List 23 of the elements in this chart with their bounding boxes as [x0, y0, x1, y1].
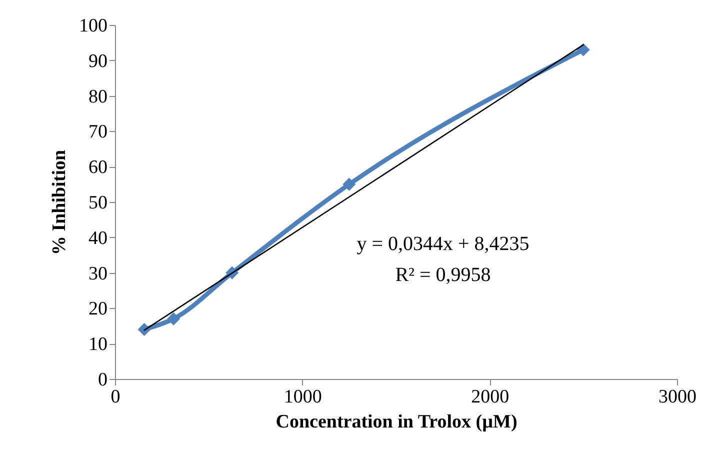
annotation: R² = 0,9958 — [395, 264, 491, 286]
x-tick-label: 3000 — [658, 386, 696, 408]
y-axis-title: % Inhibition — [49, 150, 70, 256]
y-tick-label: 10 — [88, 334, 108, 356]
x-tick-label: 0 — [110, 386, 120, 408]
y-tick-label: 90 — [88, 50, 108, 72]
x-axis-title: Concentration in Trolox (µM) — [276, 412, 518, 432]
y-tick-label: 0 — [98, 370, 108, 390]
x-tick-label: 1000 — [284, 386, 322, 408]
y-tick-label: 60 — [88, 157, 108, 178]
point — [167, 312, 180, 326]
y-tick-label: 20 — [88, 298, 108, 320]
annotation: y = 0,0344x + 8,4235 — [356, 233, 530, 255]
y-tick-label: 80 — [88, 86, 108, 108]
y-tick-label: 100 — [79, 16, 108, 36]
y-tick-label: 40 — [88, 228, 108, 249]
x-tick-label: 2000 — [471, 386, 510, 408]
y-tick-label: 50 — [88, 192, 108, 214]
y-tick-label: 30 — [88, 263, 108, 284]
y-tick-label: 70 — [88, 122, 108, 143]
point — [138, 322, 151, 336]
point — [342, 178, 356, 191]
point — [576, 43, 590, 56]
